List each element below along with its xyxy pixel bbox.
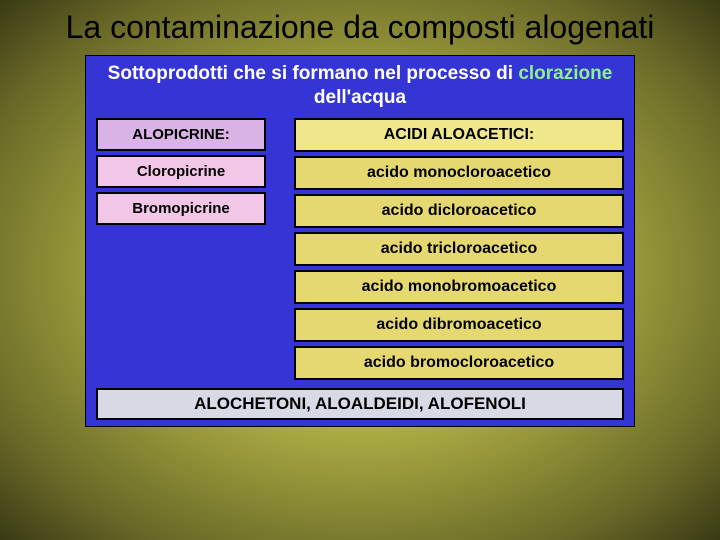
list-item: Bromopicrine [96, 192, 266, 225]
header-prefix: Sottoprodotti che si formano nel process… [108, 63, 519, 84]
content-panel: Sottoprodotti che si formano nel process… [85, 55, 635, 427]
list-item: acido dicloroacetico [294, 194, 624, 228]
panel-header: Sottoprodotti che si formano nel process… [86, 56, 634, 118]
slide: La contaminazione da composti alogenati … [0, 0, 720, 540]
list-item: acido tricloroacetico [294, 232, 624, 266]
header-accent: clorazione [518, 63, 612, 84]
footer-cell: ALOCHETONI, ALOALDEIDI, ALOFENOLI [96, 388, 624, 420]
right-header: ACIDI ALOACETICI: [294, 118, 624, 152]
list-item: acido bromocloroacetico [294, 346, 624, 380]
page-title: La contaminazione da composti alogenati [66, 10, 655, 45]
left-column: ALOPICRINE: Cloropicrine Bromopicrine [96, 118, 266, 380]
list-item: acido dibromoacetico [294, 308, 624, 342]
header-suffix: dell'acqua [314, 87, 406, 108]
left-header: ALOPICRINE: [96, 118, 266, 151]
list-item: acido monobromoacetico [294, 270, 624, 304]
list-item: acido monocloroacetico [294, 156, 624, 190]
columns-wrap: ALOPICRINE: Cloropicrine Bromopicrine AC… [86, 118, 634, 386]
list-item: Cloropicrine [96, 155, 266, 188]
right-column: ACIDI ALOACETICI: acido monocloroacetico… [294, 118, 624, 380]
